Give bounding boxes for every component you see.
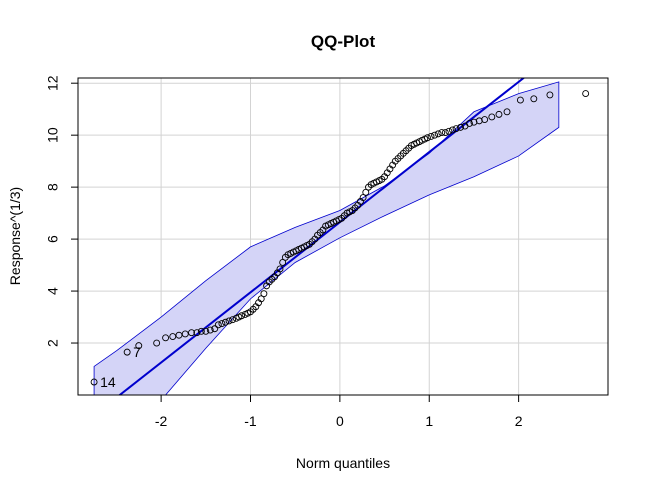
data-point — [257, 295, 265, 303]
data-point — [181, 330, 189, 338]
data-point — [441, 129, 449, 137]
chart-title: QQ-Plot — [311, 32, 376, 51]
x-tick-label: 2 — [515, 413, 523, 429]
confidence-envelope — [93, 81, 560, 395]
data-point — [481, 116, 489, 124]
data-point — [424, 134, 431, 142]
data-point — [214, 321, 222, 329]
data-point — [495, 110, 503, 118]
data-point — [530, 95, 538, 103]
data-point — [279, 259, 287, 266]
data-point — [169, 333, 177, 340]
data-point — [449, 126, 456, 134]
data-point — [222, 318, 229, 326]
data-point — [359, 194, 367, 201]
data-points — [90, 90, 590, 386]
data-point — [546, 91, 554, 99]
data-point — [193, 329, 201, 337]
y-tick-label: 8 — [45, 183, 61, 191]
data-point — [362, 188, 370, 196]
y-axis-title: Response^(1/3) — [7, 187, 23, 285]
data-point — [175, 331, 183, 339]
data-point — [276, 265, 284, 273]
data-point — [582, 90, 590, 98]
data-point — [238, 312, 246, 320]
data-point — [90, 378, 98, 386]
data-point — [218, 320, 226, 327]
data-point — [445, 127, 453, 135]
data-point — [206, 326, 214, 334]
data-point — [434, 130, 442, 138]
data-point — [202, 327, 210, 335]
data-point — [457, 123, 464, 131]
data-point — [427, 133, 435, 140]
data-point — [123, 348, 131, 356]
x-tick-label: 1 — [425, 413, 433, 429]
data-point — [488, 113, 496, 121]
reference-line — [118, 78, 526, 395]
data-point — [516, 96, 524, 104]
data-point — [188, 329, 195, 337]
data-point — [162, 334, 170, 342]
data-point — [260, 290, 268, 298]
data-point — [211, 325, 219, 333]
y-tick-label: 2 — [45, 339, 61, 347]
point-labels: 14 7 — [100, 344, 141, 390]
x-axis-title: Norm quantiles — [296, 455, 390, 471]
data-point — [229, 316, 237, 324]
x-tick-label: -1 — [244, 413, 257, 429]
x-tick-label: -2 — [155, 413, 168, 429]
x-axis: -2 -1 0 1 2 — [155, 394, 523, 429]
data-point — [431, 131, 439, 139]
y-tick-label: 6 — [45, 235, 61, 243]
data-point — [503, 108, 511, 116]
x-tick-label: 0 — [336, 413, 344, 429]
point-label: 7 — [133, 344, 141, 360]
data-point — [452, 125, 460, 133]
y-tick-label: 4 — [45, 287, 61, 295]
data-point — [197, 327, 205, 335]
data-point — [135, 342, 143, 350]
data-point — [438, 129, 446, 137]
data-point — [225, 317, 233, 325]
y-tick-label: 10 — [45, 127, 61, 143]
y-tick-label: 12 — [45, 75, 61, 91]
data-point — [466, 120, 473, 127]
y-axis: 2 4 6 8 10 12 — [45, 75, 79, 347]
data-point — [153, 339, 161, 347]
point-label: 14 — [100, 374, 116, 390]
